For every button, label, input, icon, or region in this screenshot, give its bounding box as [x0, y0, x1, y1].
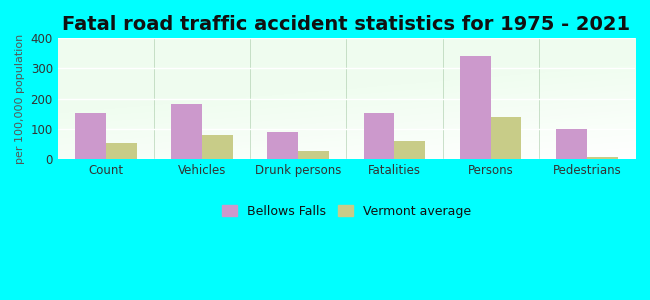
Title: Fatal road traffic accident statistics for 1975 - 2021: Fatal road traffic accident statistics f…	[62, 15, 630, 34]
Bar	[460, 56, 491, 159]
Bar	[202, 135, 233, 159]
Bar	[267, 132, 298, 159]
Bar	[491, 117, 521, 159]
Bar	[363, 113, 395, 159]
Legend: Bellows Falls, Vermont average: Bellows Falls, Vermont average	[218, 201, 475, 222]
Bar	[171, 104, 202, 159]
Bar	[106, 143, 136, 159]
Bar	[298, 151, 329, 159]
Bar	[587, 158, 618, 159]
Bar	[75, 113, 106, 159]
Y-axis label: per 100,000 population: per 100,000 population	[15, 34, 25, 164]
Bar	[395, 141, 425, 159]
Bar	[556, 129, 587, 159]
